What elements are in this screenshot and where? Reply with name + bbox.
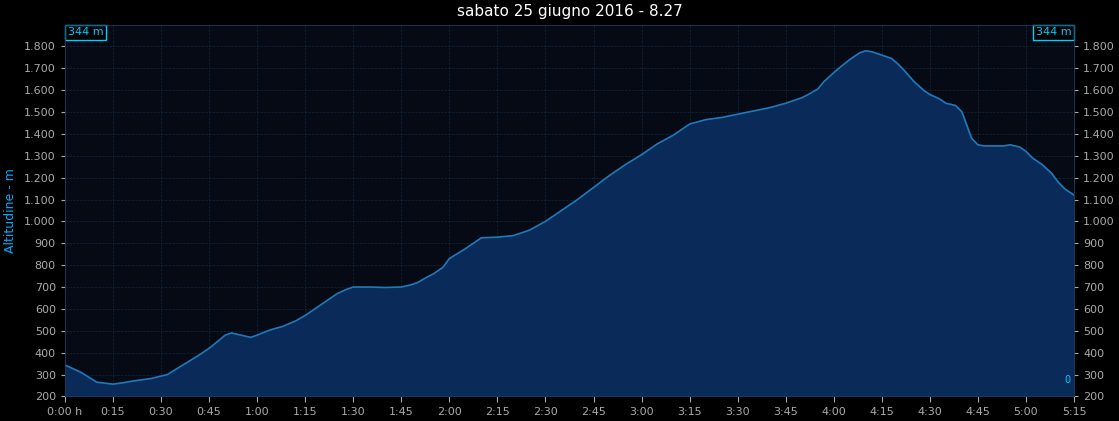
Text: 0: 0 bbox=[1064, 375, 1071, 385]
Text: 344 m: 344 m bbox=[1036, 27, 1071, 37]
Title: sabato 25 giugno 2016 - 8.27: sabato 25 giugno 2016 - 8.27 bbox=[457, 4, 683, 19]
Y-axis label: Altitudine - m: Altitudine - m bbox=[4, 168, 17, 253]
Text: 344 m: 344 m bbox=[67, 27, 103, 37]
